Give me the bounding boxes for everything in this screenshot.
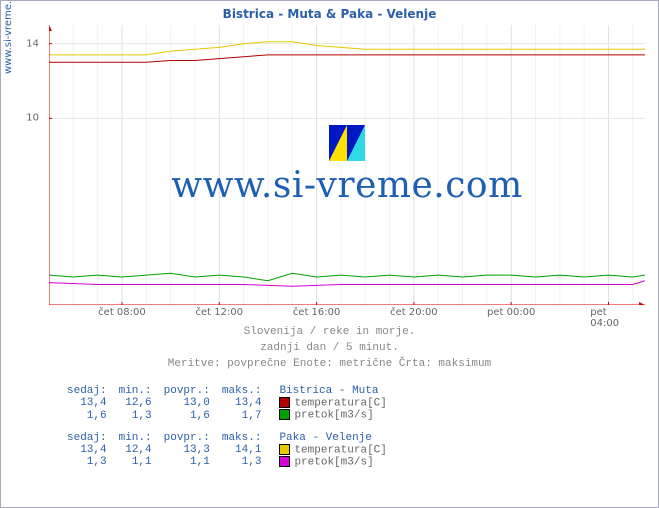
stats-value: 1,7 [216,409,268,421]
legend-swatch [279,397,290,408]
stats-header-min: min.: [113,432,158,444]
stats-value: 1,6 [61,409,113,421]
stats-value: 1,3 [61,456,113,468]
stats-header-maks: maks.: [216,432,268,444]
x-tick-label: čet 20:00 [390,307,438,318]
legend-swatch [279,409,290,420]
stats-table: sedaj:min.:povpr.:maks.:Bistrica - Muta1… [61,385,393,469]
caption-line-3: Meritve: povprečne Enote: metrične Črta:… [1,357,658,373]
legend-label: temperatura[C] [294,397,386,409]
legend-label: pretok[m3/s] [294,410,373,422]
chart-title: Bistrica - Muta & Paka - Velenje [1,1,658,21]
stats-value: 13,0 [158,397,216,409]
x-tick-labels: čet 08:00 čet 12:00 čet 16:00 čet 20:00 pet … [49,307,645,321]
caption: Slovenija / reke in morje. zadnji dan / … [1,325,658,373]
legend-entry: temperatura[C] [267,397,392,409]
stats-value: 13,4 [61,444,113,456]
legend-entry: pretok[m3/s] [267,409,392,421]
chart-svg [49,25,645,305]
stats-value: 13,4 [216,397,268,409]
stats-block-title: Bistrica - Muta [267,385,392,397]
caption-line-1: Slovenija / reke in morje. [1,325,658,341]
y-tick-label: 10 [26,113,39,124]
chart-frame: Bistrica - Muta & Paka - Velenje www.si-… [0,0,659,508]
x-tick-label: čet 16:00 [293,307,341,318]
legend-label: pretok[m3/s] [294,457,373,469]
stats-block-title: Paka - Velenje [267,432,392,444]
stats-header-povpr: povpr.: [158,385,216,397]
stats-value: 12,4 [113,444,158,456]
stats-header-min: min.: [113,385,158,397]
stats-value: 14,1 [216,444,268,456]
y-tick-label: 14 [26,38,39,49]
stats-value: 1,1 [158,456,216,468]
stats-header-povpr: povpr.: [158,432,216,444]
x-tick-label: čet 12:00 [195,307,243,318]
legend-swatch [279,456,290,467]
legend-entry: temperatura[C] [267,444,392,456]
stats-value: 13,3 [158,444,216,456]
y-tick-labels: 10 14 [1,25,45,305]
stats-value: 1,1 [113,456,158,468]
legend-swatch [279,444,290,455]
stats-header-maks: maks.: [216,385,268,397]
x-tick-label: čet 08:00 [98,307,146,318]
stats-value: 12,6 [113,397,158,409]
legend-label: temperatura[C] [294,444,386,456]
x-tick-label: pet 00:00 [487,307,535,318]
stats-value: 1,3 [113,409,158,421]
legend-entry: pretok[m3/s] [267,456,392,468]
plot-area [49,25,645,305]
caption-line-2: zadnji dan / 5 minut. [1,341,658,357]
stats-value: 13,4 [61,397,113,409]
stats-value: 1,3 [216,456,268,468]
stats-header-sedaj: sedaj: [61,432,113,444]
stats-value: 1,6 [158,409,216,421]
stats-header-sedaj: sedaj: [61,385,113,397]
